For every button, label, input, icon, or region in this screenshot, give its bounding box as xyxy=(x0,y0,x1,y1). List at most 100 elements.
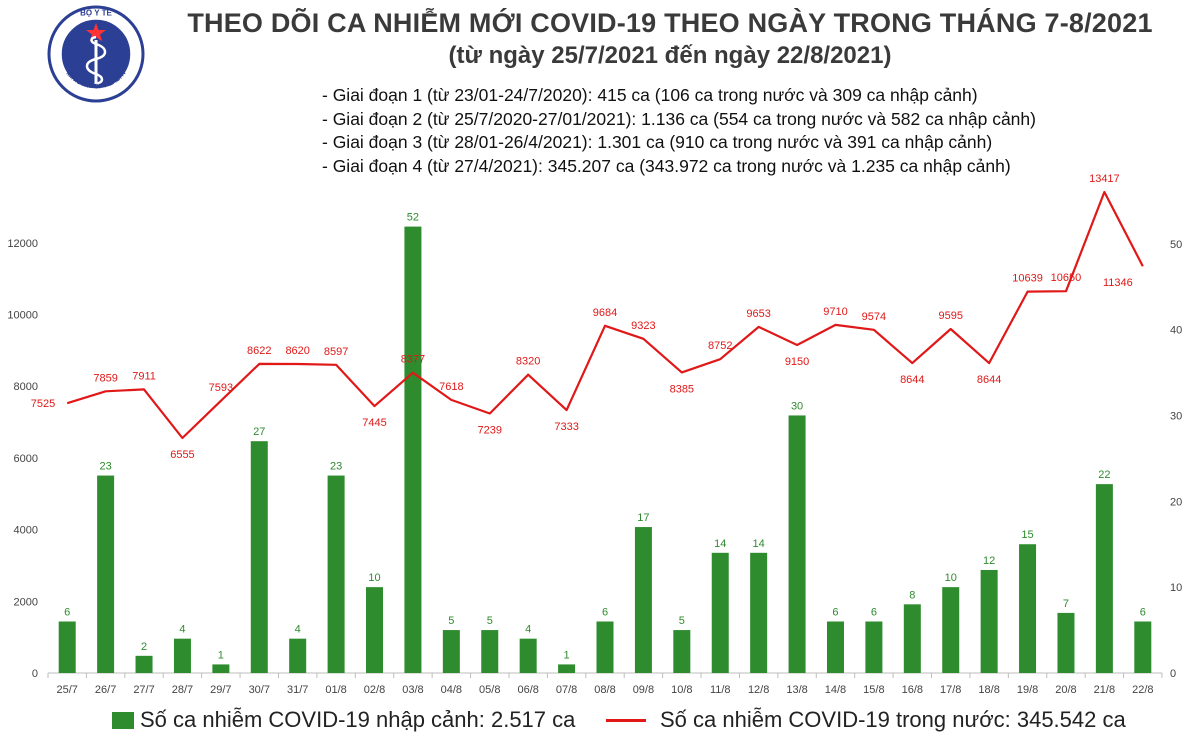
import-bar xyxy=(903,604,921,673)
import-bar xyxy=(865,621,883,673)
x-tick-label: 04/8 xyxy=(441,684,462,696)
phase-summary-list: - Giai đoạn 1 (từ 23/01-24/7/2020): 415 … xyxy=(322,84,1036,178)
phase-4-text: - Giai đoạn 4 (từ 27/4/2021): 345.207 ca… xyxy=(322,155,1011,176)
x-tick-label: 10/8 xyxy=(671,684,692,696)
import-bar-label: 22 xyxy=(1098,469,1110,481)
y-right-tick-label: 40 xyxy=(1170,325,1182,337)
x-tick-label: 25/7 xyxy=(56,684,77,696)
import-bar xyxy=(750,552,768,673)
x-tick-label: 06/8 xyxy=(517,684,538,696)
x-axis: 25/7 26/7 27/7 28/7 29/7 30/7 31/7 01/8 02/8 03/8… xyxy=(47,672,1163,696)
import-bar xyxy=(942,587,960,673)
domestic-value-label: 9574 xyxy=(862,311,886,323)
y-left-tick-label: 8000 xyxy=(14,381,38,393)
import-bar-label: 30 xyxy=(791,400,803,412)
x-tick-label: 15/8 xyxy=(863,684,884,696)
y-left-tick-label: 0 xyxy=(32,668,38,680)
import-bar-label: 1 xyxy=(218,649,224,661)
x-tick-label: 03/8 xyxy=(402,684,423,696)
import-bar-label: 8 xyxy=(909,589,915,601)
domestic-value-label: 9684 xyxy=(593,307,617,319)
x-tick-label: 26/7 xyxy=(95,684,116,696)
import-bar xyxy=(1057,612,1075,673)
x-tick-label: 28/7 xyxy=(172,684,193,696)
x-tick-label: 27/7 xyxy=(133,684,154,696)
ministry-of-health-logo: BỘ Y TẾ MINISTRY OF HEALTH xyxy=(47,5,145,103)
legend-line-swatch xyxy=(606,718,646,722)
y-right-tick-label: 0 xyxy=(1170,668,1176,680)
import-bar xyxy=(826,621,844,673)
domestic-value-label: 8644 xyxy=(977,374,1001,386)
domestic-value-label: 9595 xyxy=(938,310,962,322)
domestic-value-label: 9150 xyxy=(785,356,809,368)
domestic-value-label: 7618 xyxy=(439,381,463,393)
import-bar xyxy=(673,630,691,673)
import-bar xyxy=(327,475,345,673)
x-tick-label: 13/8 xyxy=(786,684,807,696)
x-tick-label: 16/8 xyxy=(902,684,923,696)
import-bar-label: 6 xyxy=(871,606,877,618)
domestic-value-label: 8597 xyxy=(324,346,348,358)
import-bar xyxy=(980,569,998,673)
x-tick-label: 17/8 xyxy=(940,684,961,696)
x-tick-label: 21/8 xyxy=(1094,684,1115,696)
import-bar-label: 17 xyxy=(637,512,649,524)
domestic-value-label: 10650 xyxy=(1051,272,1082,284)
domestic-value-label: 8320 xyxy=(516,356,540,368)
chart-title: THEO DÕI CA NHIỄM MỚI COVID-19 THEO NGÀY… xyxy=(187,8,1153,38)
import-bar-label: 14 xyxy=(753,538,765,550)
y-left-tick-label: 2000 xyxy=(14,596,38,608)
x-tick-label: 18/8 xyxy=(978,684,999,696)
import-bar xyxy=(596,621,614,673)
domestic-value-label: 7239 xyxy=(478,424,502,436)
domestic-value-label: 7445 xyxy=(362,417,386,429)
x-tick-label: 22/8 xyxy=(1132,684,1153,696)
import-bar xyxy=(404,226,422,673)
import-bar xyxy=(97,475,115,673)
import-bar-label: 5 xyxy=(679,615,685,627)
import-bar xyxy=(289,638,307,673)
domestic-value-label: 9710 xyxy=(823,306,847,318)
import-bar xyxy=(481,630,499,673)
import-bar-label: 14 xyxy=(714,538,726,550)
phase-2-text: - Giai đoạn 2 (từ 25/7/2020-27/01/2021):… xyxy=(322,108,1036,129)
import-bar xyxy=(442,630,460,673)
import-bar-label: 6 xyxy=(64,606,70,618)
import-bar xyxy=(366,587,384,673)
import-bar-label: 23 xyxy=(330,461,342,473)
domestic-value-label: 7525 xyxy=(31,398,55,410)
import-bar xyxy=(1019,544,1037,673)
phase-1-text: - Giai đoạn 1 (từ 23/01-24/7/2020): 415 … xyxy=(322,85,978,105)
import-bar xyxy=(634,527,652,673)
import-bar-label: 10 xyxy=(368,572,380,584)
domestic-value-label: 8622 xyxy=(247,345,271,357)
import-bar-label: 23 xyxy=(99,461,111,473)
x-tick-label: 19/8 xyxy=(1017,684,1038,696)
domestic-value-label: 10639 xyxy=(1012,273,1043,285)
domestic-value-label: 7333 xyxy=(554,421,578,433)
x-tick-label: 29/7 xyxy=(210,684,231,696)
y-left-axis: 0 2000 4000 6000 8000 10000 12000 xyxy=(7,238,38,680)
legend-import: Số ca nhiễm COVID-19 nhập cảnh: 2.517 ca xyxy=(112,707,575,733)
phase-3-text: - Giai đoạn 3 (từ 28/01-26/4/2021): 1.30… xyxy=(322,132,993,152)
domestic-cases-line xyxy=(66,190,1144,440)
domestic-value-label: 6555 xyxy=(170,449,194,461)
x-tick-label: 01/8 xyxy=(325,684,346,696)
x-tick-label: 14/8 xyxy=(825,684,846,696)
y-left-tick-label: 10000 xyxy=(7,310,38,322)
domestic-value-label: 7859 xyxy=(93,372,117,384)
import-bar xyxy=(1095,484,1113,673)
import-bar xyxy=(1134,621,1152,673)
y-left-tick-label: 12000 xyxy=(7,238,38,250)
domestic-value-label: 8752 xyxy=(708,340,732,352)
legend-import-label: Số ca nhiễm COVID-19 nhập cảnh: 2.517 ca xyxy=(140,707,576,732)
import-bar-label: 6 xyxy=(832,606,838,618)
domestic-value-label: 9653 xyxy=(746,308,770,320)
legend-bar-swatch xyxy=(112,711,134,729)
import-bar-label: 7 xyxy=(1063,598,1069,610)
x-tick-label: 12/8 xyxy=(748,684,769,696)
import-bar xyxy=(58,621,76,673)
